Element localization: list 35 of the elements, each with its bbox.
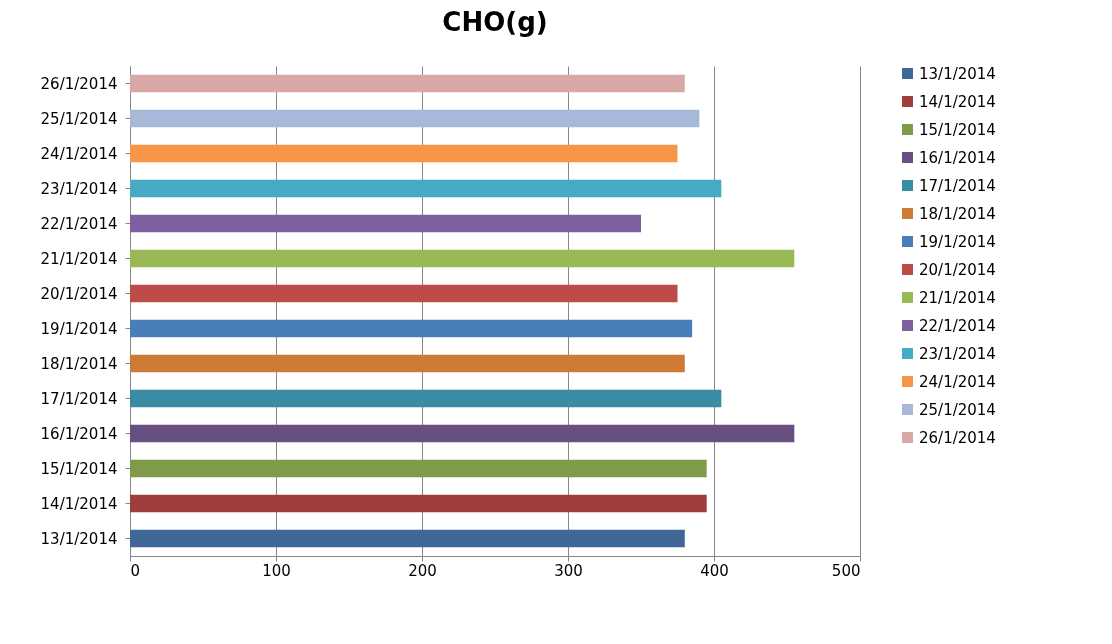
legend-label: 21/1/2014 (919, 288, 996, 307)
y-tick-label: 25/1/2014 (40, 109, 118, 128)
y-tick-label: 21/1/2014 (40, 249, 118, 268)
legend-label: 15/1/2014 (919, 120, 996, 139)
legend-label: 13/1/2014 (919, 64, 996, 83)
y-tick-label: 19/1/2014 (40, 319, 118, 338)
legend-label: 24/1/2014 (919, 372, 996, 391)
legend-label: 25/1/2014 (919, 400, 996, 419)
chart-title: CHO(g) (442, 7, 548, 37)
x-tick-label: 300 (554, 561, 583, 580)
y-tick-label: 24/1/2014 (40, 144, 118, 163)
y-tick-label: 18/1/2014 (40, 354, 118, 373)
legend-label: 23/1/2014 (919, 344, 996, 363)
x-tick-label: 200 (408, 561, 437, 580)
y-tick-label: 14/1/2014 (40, 494, 118, 513)
y-tick-label: 15/1/2014 (40, 459, 118, 478)
y-tick-label: 23/1/2014 (40, 179, 118, 198)
x-tick-label: 0 (130, 561, 141, 580)
legend-label: 14/1/2014 (919, 92, 996, 111)
legend-label: 17/1/2014 (919, 176, 996, 195)
y-tick-label: 20/1/2014 (40, 284, 118, 303)
y-tick-label: 26/1/2014 (40, 74, 118, 93)
x-tick-label: 400 (700, 561, 729, 580)
legend-label: 20/1/2014 (919, 260, 996, 279)
x-tick-label: 500 (831, 561, 861, 580)
legend-label: 18/1/2014 (919, 204, 996, 223)
y-tick-label: 22/1/2014 (40, 214, 118, 233)
y-tick-label: 17/1/2014 (40, 389, 118, 408)
legend-label: 19/1/2014 (919, 232, 996, 251)
x-tick-label: 100 (262, 561, 291, 580)
y-tick-label: 16/1/2014 (40, 424, 118, 443)
legend-label: 16/1/2014 (919, 148, 996, 167)
y-tick-label: 13/1/2014 (40, 529, 118, 548)
legend-label: 26/1/2014 (919, 428, 996, 447)
legend-label: 22/1/2014 (919, 316, 996, 335)
